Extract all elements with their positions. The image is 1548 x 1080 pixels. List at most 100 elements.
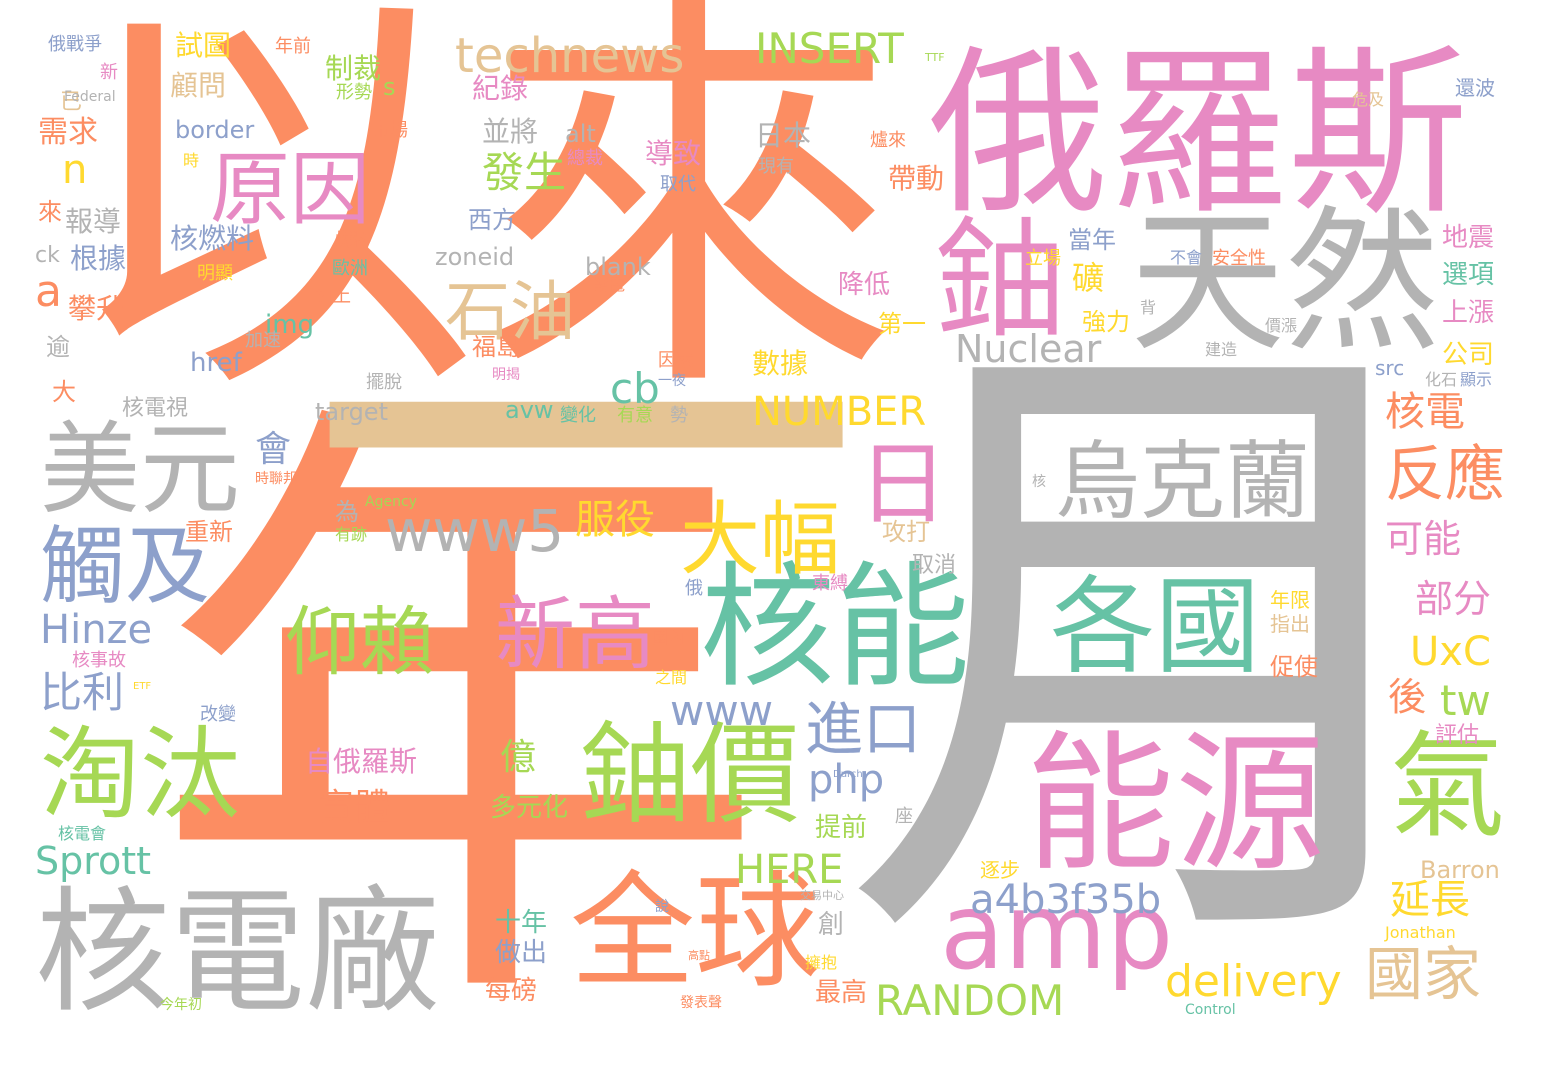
word-guwen: 顧問 <box>170 69 227 102</box>
word-meibang: 每磅 <box>485 976 538 1006</box>
word-guojia: 國家 <box>1365 940 1482 1008</box>
word-target: target <box>315 398 388 426</box>
word-ranliao: 燃料 <box>335 230 371 251</box>
word-delivery: delivery <box>1165 956 1342 1007</box>
word-insert: INSERT <box>755 24 904 73</box>
word-heranliao: 核燃料 <box>170 222 255 255</box>
word-href: href <box>190 348 242 378</box>
word-zhichu: 指出 <box>1270 612 1310 636</box>
word-youjia: 鈾價 <box>580 711 800 839</box>
word-youji: 有跡 <box>335 525 368 544</box>
word-guonei: 國內 <box>652 628 685 647</box>
word-bingjiang: 並將 <box>482 115 539 148</box>
word-yi-hundred-million: 億 <box>500 737 537 778</box>
word-nian: 年 <box>150 359 770 1080</box>
word-bianhua: 變化 <box>560 405 596 426</box>
word-diyi: 第一 <box>878 310 926 338</box>
word-xingshi: 形勢 <box>336 82 372 103</box>
word-n: n <box>62 147 88 193</box>
word-gongsi: 公司 <box>1442 340 1495 370</box>
word-sprott: Sprott <box>35 839 152 883</box>
word-hedianshi: 核電視 <box>122 396 189 421</box>
word-zoneid: zoneid <box>435 243 515 271</box>
word-yi-already: 已 <box>60 90 83 115</box>
word-bei: 背 <box>1140 298 1157 317</box>
word-jiaoyizhongxin: 交易中心 <box>800 889 844 902</box>
word-baituo: 擺脫 <box>366 372 402 393</box>
word-zongcai: 總裁 <box>567 148 603 169</box>
word-yi: 一 <box>305 124 865 776</box>
word-jonathan: Jonathan <box>1385 923 1456 942</box>
word-federal: Federal <box>64 89 116 105</box>
word-quanqiu: 全球 <box>570 860 820 1005</box>
word-meiyuan: 美元 <box>40 411 240 528</box>
word-shiyou: 石油 <box>445 275 576 350</box>
word-a: a <box>35 266 62 317</box>
word-www5: www5 <box>385 497 565 565</box>
word-control: Control <box>1185 1002 1236 1018</box>
word-zhijian: 之間 <box>655 668 688 687</box>
word-youyi: 有意 <box>617 405 653 426</box>
word-yinsu: 因素 <box>658 350 694 371</box>
word-nianxian: 年限 <box>1270 588 1310 612</box>
word-cushi: 促使 <box>1270 653 1318 681</box>
word-ezhanzheng: 俄戰爭 <box>48 34 102 55</box>
word-e: 俄 <box>685 578 703 599</box>
word-here: HERE <box>735 847 844 893</box>
word-keneng: 可能 <box>1385 517 1462 561</box>
word-pinggu: 評估 <box>1435 723 1480 748</box>
word-php: php <box>808 757 885 803</box>
word-xianyou: 現有 <box>758 156 794 177</box>
word-shiti: 實體 <box>318 787 391 828</box>
word-xifang: 西方 <box>468 206 516 234</box>
word-yiye: 一夜 <box>658 373 686 389</box>
word-shuo: 說 <box>655 899 669 915</box>
word-agency: Agency <box>365 494 417 510</box>
word-shinian: 十年 <box>495 908 548 938</box>
word-jianzao: 建造 <box>1205 340 1238 359</box>
word-shangzhang: 上漲 <box>1442 298 1495 328</box>
word-hou: 後 <box>1388 675 1427 719</box>
word-jiasu: 加速 <box>245 330 281 351</box>
word-lichang: 立場 <box>1025 248 1061 269</box>
word-hui: 會 <box>255 429 292 470</box>
word-technews: technews <box>455 28 685 84</box>
word-bili: 比利 <box>40 668 125 717</box>
word-s: s <box>383 73 396 101</box>
word-random: RANDOM <box>875 976 1065 1025</box>
word-yue: 月 <box>840 277 1480 1022</box>
word-chuji: 觸及 <box>40 518 211 617</box>
word-www: www <box>670 686 774 735</box>
word-tianran: 天然 <box>1130 192 1440 373</box>
word-uxc: UxC <box>1410 629 1491 675</box>
word-dafu: 大幅 <box>680 493 840 586</box>
word-huanbo: 還波 <box>1455 76 1495 100</box>
word-pansheng: 攀升 <box>68 292 125 325</box>
word-border: border <box>175 116 255 144</box>
word-avw: avw <box>505 396 554 424</box>
word-riben: 日本 <box>755 119 812 152</box>
word-zuigao: 最高 <box>815 978 868 1008</box>
word-alt: alt <box>565 120 596 148</box>
word-xuanxiang: 選項 <box>1442 260 1495 290</box>
word-tiqian: 提前 <box>815 813 868 843</box>
word-wukelan: 烏克蘭 <box>1055 433 1311 532</box>
word-nuclear: Nuclear <box>955 327 1102 371</box>
word-fuyi: 服役 <box>575 497 655 543</box>
word-jinkou: 進口 <box>805 695 922 763</box>
word-shichang: 市場 <box>372 120 408 141</box>
word-chongxin: 重新 <box>185 518 233 546</box>
word-yu: 逾 <box>46 333 70 361</box>
word-fabiaosheng: 發表聲 <box>680 995 722 1011</box>
word-hedianchang: 核電廠 <box>35 874 440 1031</box>
word-genju: 根據 <box>70 242 127 275</box>
word-geguo: 各國 <box>1050 566 1261 688</box>
word-dangnian: 當年 <box>1068 226 1116 254</box>
word-img: img <box>265 310 315 340</box>
word-ttf: TTF <box>925 51 945 64</box>
word-fanying: 反應 <box>1385 440 1505 510</box>
word-mingxian: 明顯 <box>197 263 233 284</box>
word-cloud: 以來 年 月 一 俄羅斯 天然 鈾 能源 核能 核電廠 全球 amp 鈾價 各國… <box>35 0 1506 1080</box>
word-nengyuan: 能源 <box>1025 718 1326 892</box>
word-jinnianchu: 今年初 <box>160 997 202 1013</box>
